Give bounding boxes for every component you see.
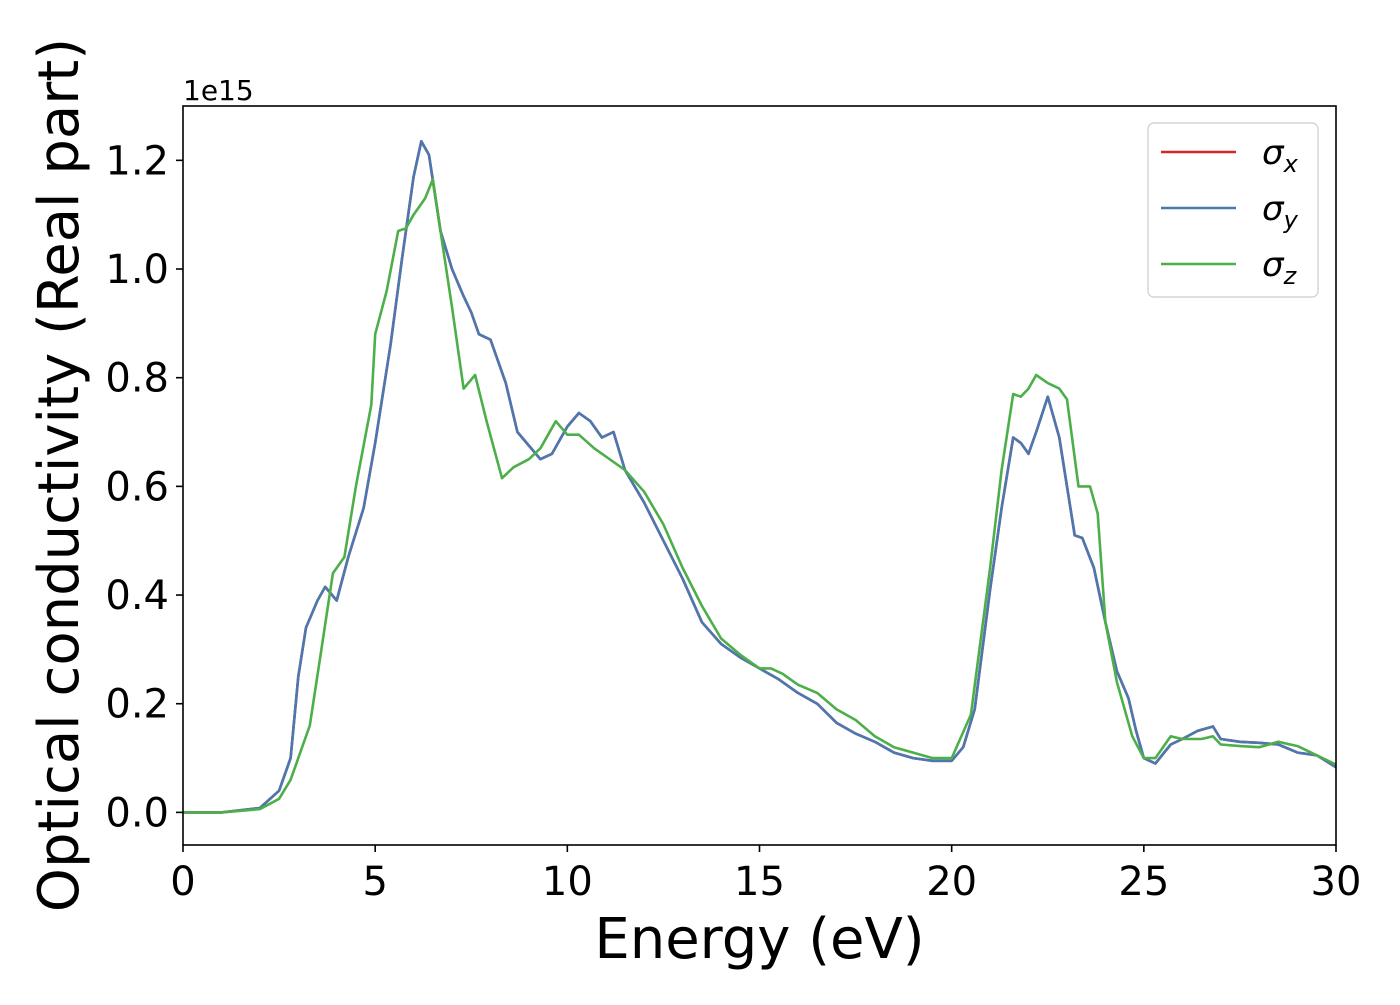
- legend-frame: [1147, 122, 1319, 298]
- y-tick-label: 0.6: [105, 464, 169, 510]
- series-line-sigma_z: [183, 178, 1336, 814]
- y-tick-label: 0.4: [105, 573, 169, 619]
- x-tick-label: 0: [170, 859, 195, 905]
- y-tick-label: 0.2: [105, 682, 169, 728]
- y-tick-label: 0.8: [105, 356, 169, 402]
- x-tick-label: 20: [926, 859, 977, 905]
- y-axis-title: Optical conductivity (Real part): [27, 38, 92, 912]
- x-tick-label: 5: [362, 859, 387, 905]
- y-tick-label: 1.0: [105, 247, 169, 293]
- y-axis-ticks: 0.0 0.2 0.4 0.6 0.8 1.0 1.2: [105, 138, 183, 836]
- y-tick-label: 1.2: [105, 138, 169, 184]
- x-tick-label: 10: [542, 859, 593, 905]
- x-axis-title: Energy (eV): [594, 907, 924, 972]
- x-axis-ticks: 0 5 10 15 20 25 30: [170, 845, 1361, 905]
- legend-label: σz: [1262, 245, 1298, 290]
- x-tick-label: 15: [734, 859, 785, 905]
- x-tick-label: 30: [1311, 859, 1362, 905]
- series-layer: [183, 140, 1336, 814]
- y-axis-offset-label: 1e15: [183, 74, 254, 107]
- y-tick-label: 0.0: [105, 790, 169, 836]
- x-tick-label: 25: [1118, 859, 1169, 905]
